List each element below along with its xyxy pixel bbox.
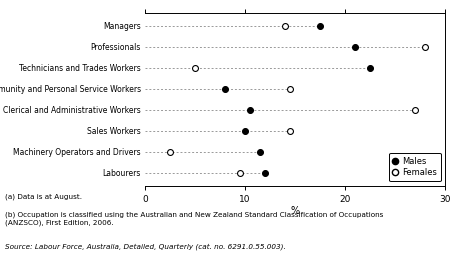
Point (167, 150, 174, 154)
Point (286, 129, 294, 133)
Text: Source: Labour Force, Australia, Detailed, Quarterly (cat. no. 6291.0.55.003).: Source: Labour Force, Australia, Detaile… (5, 244, 285, 250)
Point (316, 24, 324, 28)
Point (351, 45, 359, 49)
Point (262, 171, 269, 175)
Point (366, 66, 374, 70)
Point (411, 108, 419, 112)
Point (222, 87, 229, 91)
Legend: Males, Females: Males, Females (389, 152, 441, 181)
Point (242, 129, 249, 133)
Point (257, 150, 264, 154)
Point (192, 66, 199, 70)
X-axis label: %: % (291, 206, 300, 216)
Point (247, 108, 254, 112)
Point (286, 87, 294, 91)
Point (281, 24, 289, 28)
Text: (b) Occupation is classified using the Australian and New Zealand Standard Class: (b) Occupation is classified using the A… (5, 212, 383, 226)
Point (237, 171, 244, 175)
Text: (a) Data is at August.: (a) Data is at August. (5, 193, 82, 200)
Point (421, 45, 429, 49)
